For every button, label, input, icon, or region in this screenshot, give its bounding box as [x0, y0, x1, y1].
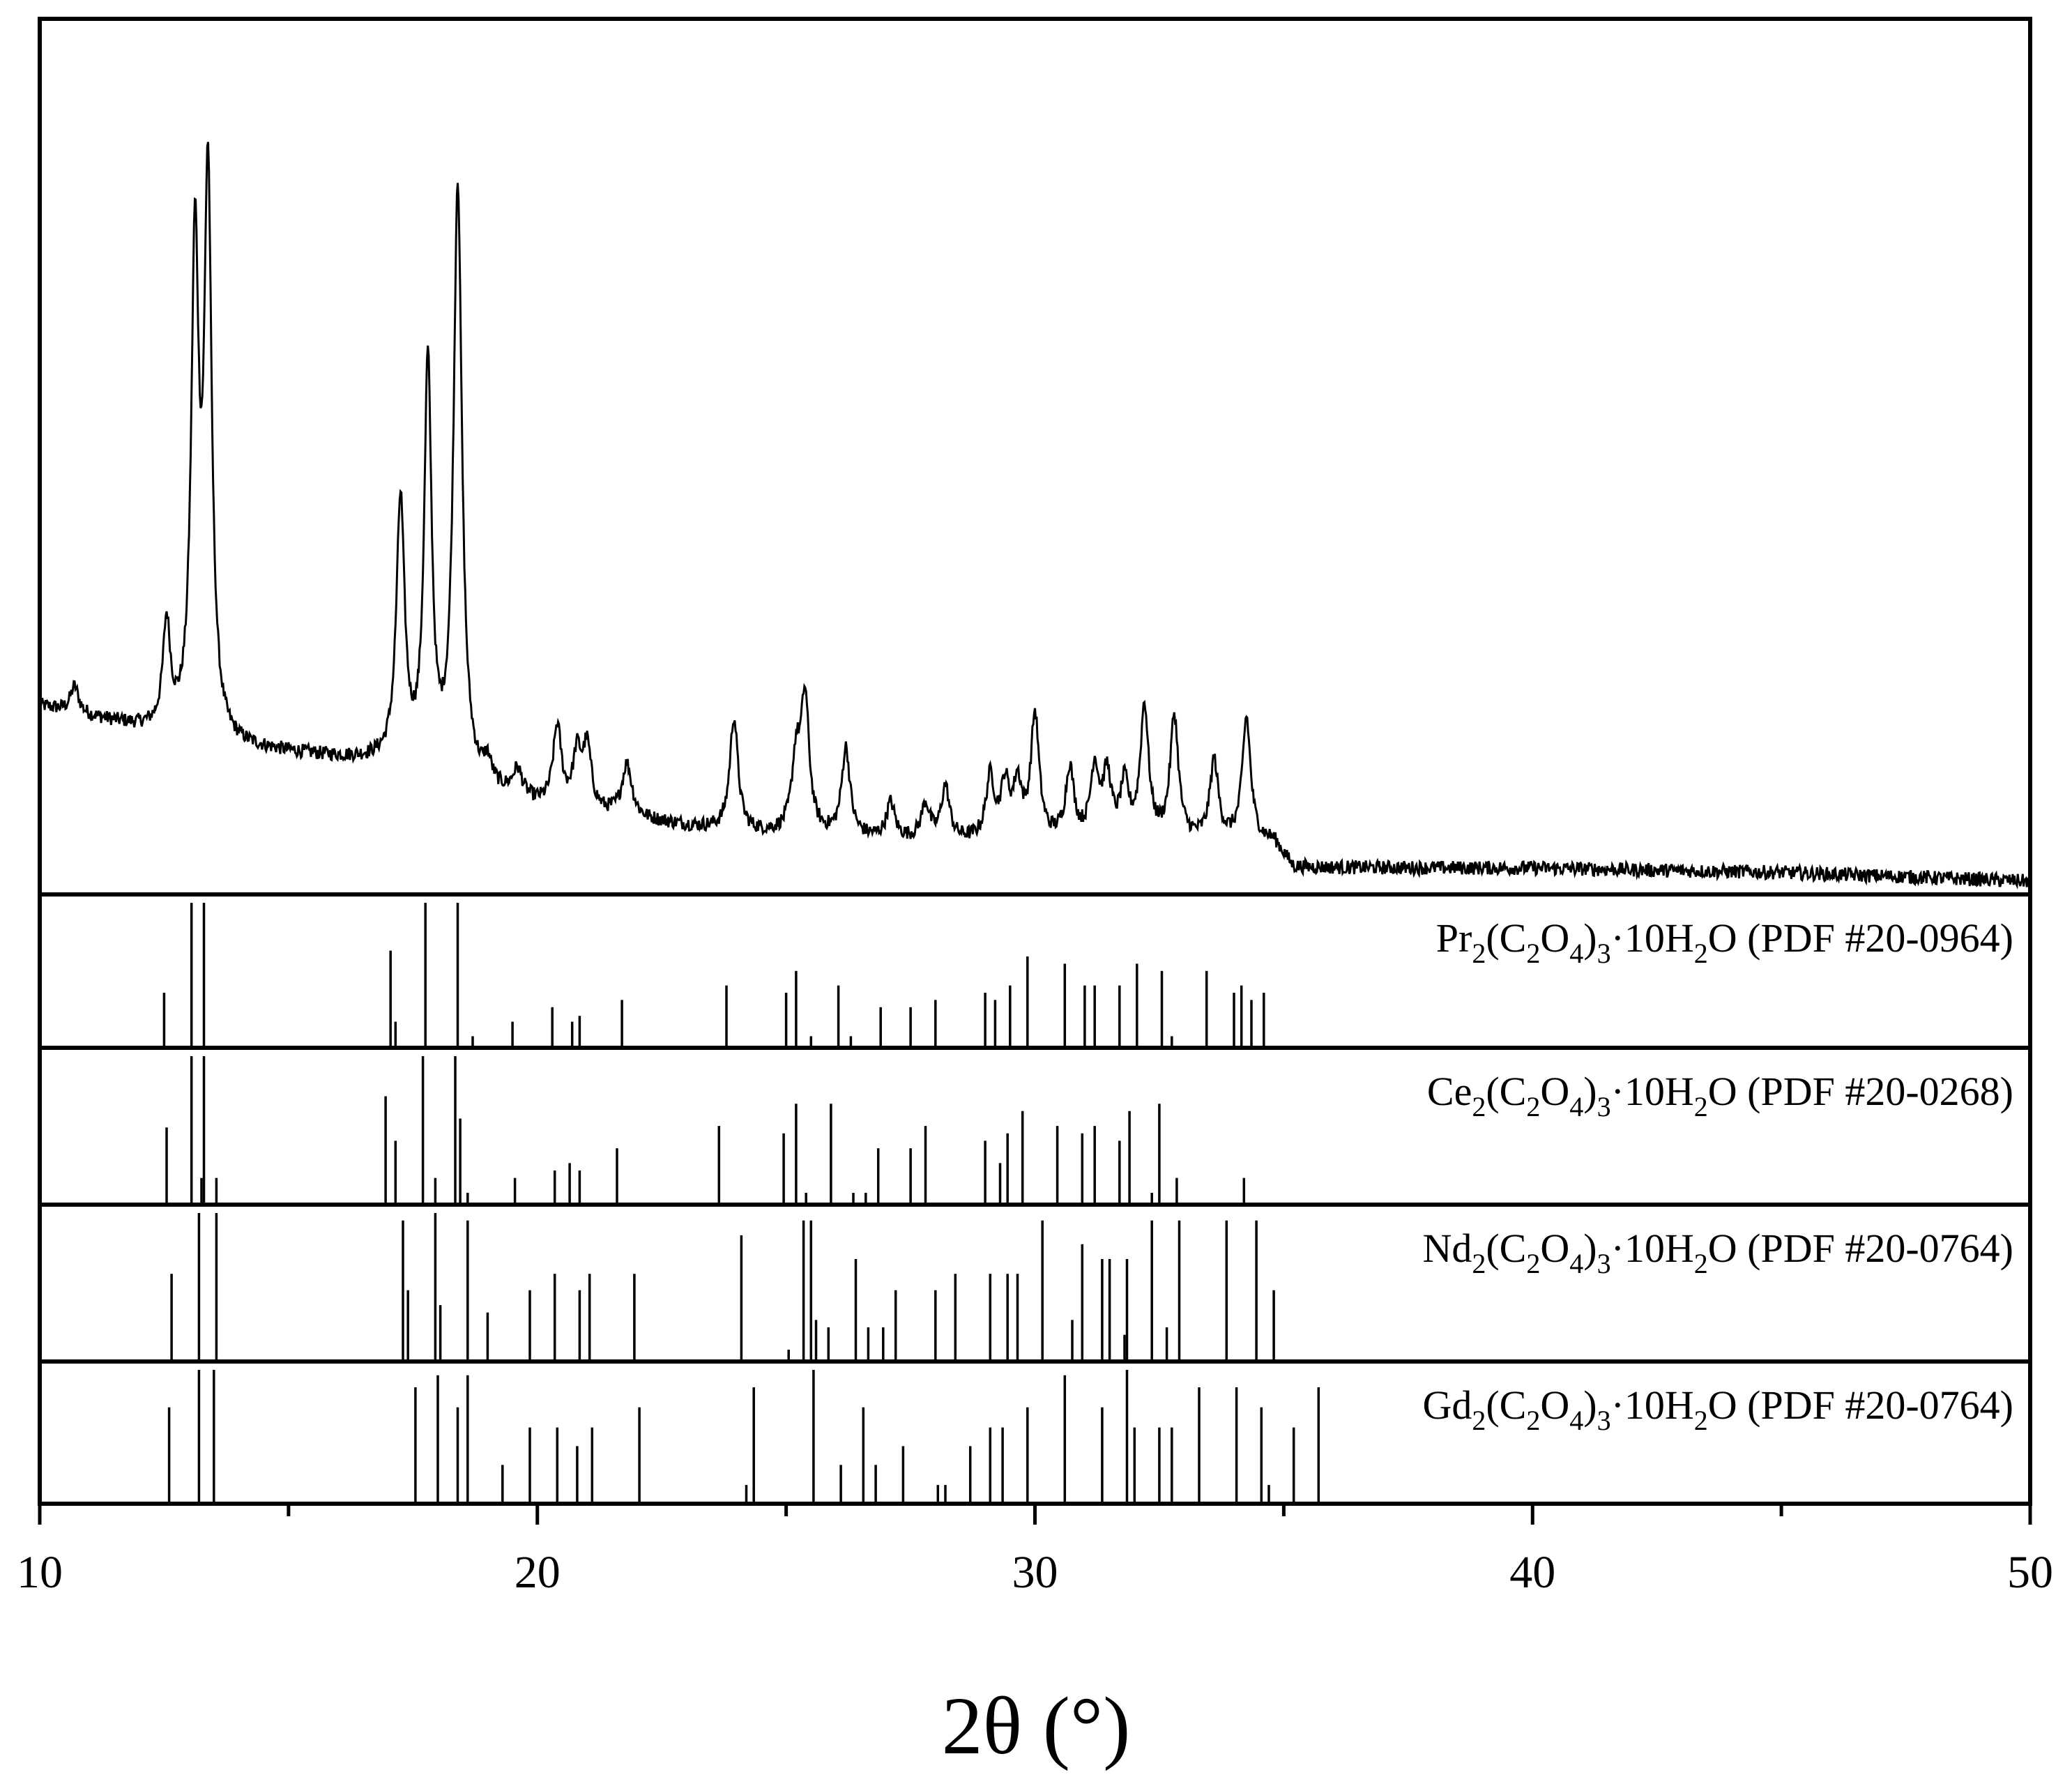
reference-panel-4: Gd2(C2O4)3·10H2O (PDF #20-0764): [167, 1370, 2013, 1504]
reference-label: Ce2(C2O4)3·10H2O (PDF #20-0268): [1427, 1069, 2013, 1122]
x-tick-label: 20: [515, 1547, 561, 1598]
reference-label: Pr2(C2O4)3·10H2O (PDF #20-0964): [1436, 915, 2013, 969]
plot-frame: [38, 17, 2032, 1506]
x-axis: 10 20 30 40 50: [17, 1504, 2053, 1598]
x-tick-label: 50: [2007, 1547, 2053, 1598]
x-tick-label: 30: [1012, 1547, 1058, 1598]
reference-label: Nd2(C2O4)3·10H2O (PDF #20-0764): [1422, 1226, 2013, 1279]
reference-panel-1: Pr2(C2O4)3·10H2O (PDF #20-0964): [162, 903, 2013, 1048]
x-axis-label: 2θ (°): [942, 1680, 1131, 1771]
reference-label: Gd2(C2O4)3·10H2O (PDF #20-0764): [1422, 1382, 2013, 1436]
measured-xrd-line: [38, 142, 2032, 890]
x-tick-label: 10: [17, 1547, 63, 1598]
reference-panel-2: Ce2(C2O4)3·10H2O (PDF #20-0268): [165, 1056, 2013, 1205]
reference-patterns-group: Pr2(C2O4)3·10H2O (PDF #20-0964) Ce2(C2O4)…: [162, 903, 2013, 1504]
measured-pattern-panel: [38, 142, 2032, 890]
x-tick-label: 40: [1509, 1547, 1555, 1598]
reference-panel-3: Nd2(C2O4)3·10H2O (PDF #20-0764): [170, 1213, 2013, 1362]
